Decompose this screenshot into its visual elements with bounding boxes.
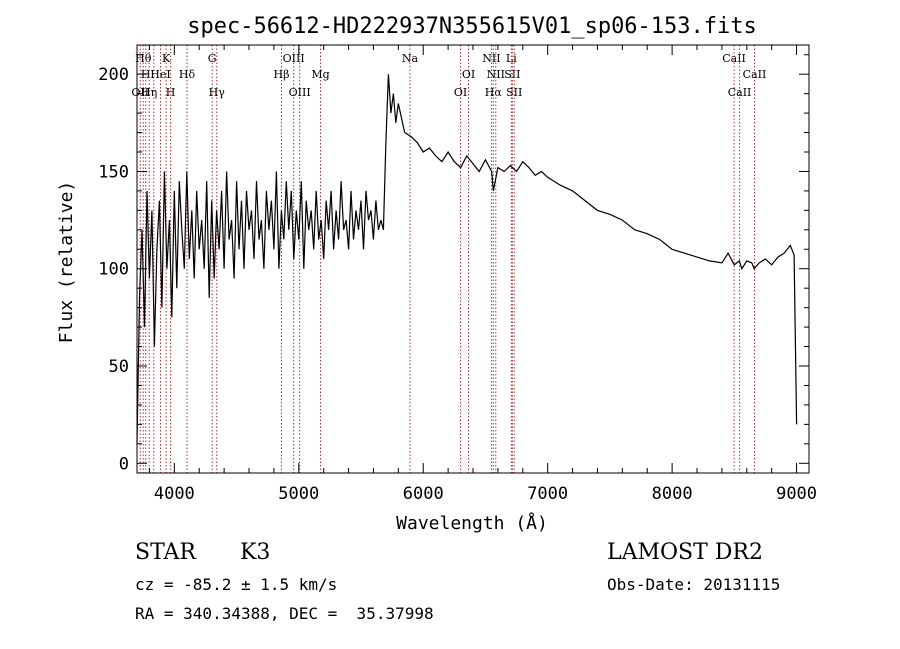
chart-title: spec-56612-HD222937N355615V01_sp06-153.f… — [187, 14, 757, 39]
spectrum-line-0 — [136, 74, 798, 444]
spectral-line-label-9: G — [208, 52, 217, 65]
spectral-line-markers: OIIHθHHηHeIKHHδGHγHβOIIIOIIIMgNaOIOINIIH… — [131, 45, 766, 473]
spectral-line-label-7: H — [166, 86, 176, 99]
object-subclass: K3 — [240, 540, 271, 565]
spectral-line-label-3: Hη — [141, 86, 157, 99]
spectral-line-label-23: SII — [506, 86, 522, 99]
x-axis-label: Wavelength (Å) — [396, 512, 548, 534]
spectral-line-label-22: SII — [504, 68, 520, 81]
spectral-line-label-6: K — [162, 52, 171, 65]
spectral-line-label-20: NII — [487, 68, 505, 81]
spectral-line-label-14: Mg — [311, 68, 329, 81]
y-tick-label: 100 — [98, 260, 129, 280]
spectrum-series — [136, 74, 798, 444]
spectral-line-label-8: Hδ — [179, 68, 196, 81]
plot-frame — [136, 44, 810, 474]
x-tick-label: 8000 — [652, 484, 693, 504]
spectral-line-label-21: Li — [506, 52, 517, 65]
spectral-line-label-16: OI — [454, 86, 467, 99]
spectral-line-label-5: HeI — [150, 68, 170, 81]
spectral-line-label-17: OI — [462, 68, 475, 81]
survey-name: LAMOST DR2 — [607, 540, 763, 565]
spectral-line-label-1: Hθ — [135, 52, 152, 65]
x-tick-label: 6000 — [403, 484, 444, 504]
spectral-line-label-10: Hγ — [209, 86, 226, 99]
y-axis-label: Flux (relative) — [56, 181, 77, 344]
plot-axes: 4000 5000 6000 7000 8000 9000 0 50 100 150 200 — [98, 44, 817, 504]
spectral-line-label-11: Hβ — [274, 68, 290, 81]
spectral-line-label-24: CaII — [722, 52, 746, 65]
redshift-cz: cz = -85.2 ± 1.5 km/s — [135, 575, 338, 594]
spectral-line-label-12: OIII — [283, 52, 305, 65]
x-tick-label: 5000 — [278, 484, 319, 504]
y-tick-label: 50 — [109, 357, 129, 377]
spectral-line-label-19: Hα — [485, 86, 503, 99]
object-class: STAR — [135, 540, 196, 565]
y-tick-label: 200 — [98, 65, 129, 85]
spectral-line-label-18: NII — [482, 52, 500, 65]
x-tick-label: 7000 — [527, 484, 568, 504]
spectral-line-label-13: OIII — [289, 86, 311, 99]
x-tick-label: 9000 — [776, 484, 817, 504]
spectral-line-label-15: Na — [402, 52, 419, 65]
spectral-line-label-0: OII — [131, 86, 149, 99]
observation-date: Obs-Date: 20131115 — [607, 575, 781, 594]
spectral-line-label-25: CaII — [728, 86, 752, 99]
y-tick-label: 150 — [98, 162, 129, 182]
y-tick-label: 0 — [119, 454, 129, 474]
coordinates: RA = 340.34388, DEC = 35.37998 — [135, 604, 434, 623]
spectral-line-label-26: CaII — [743, 68, 767, 81]
x-tick-label: 4000 — [154, 484, 195, 504]
